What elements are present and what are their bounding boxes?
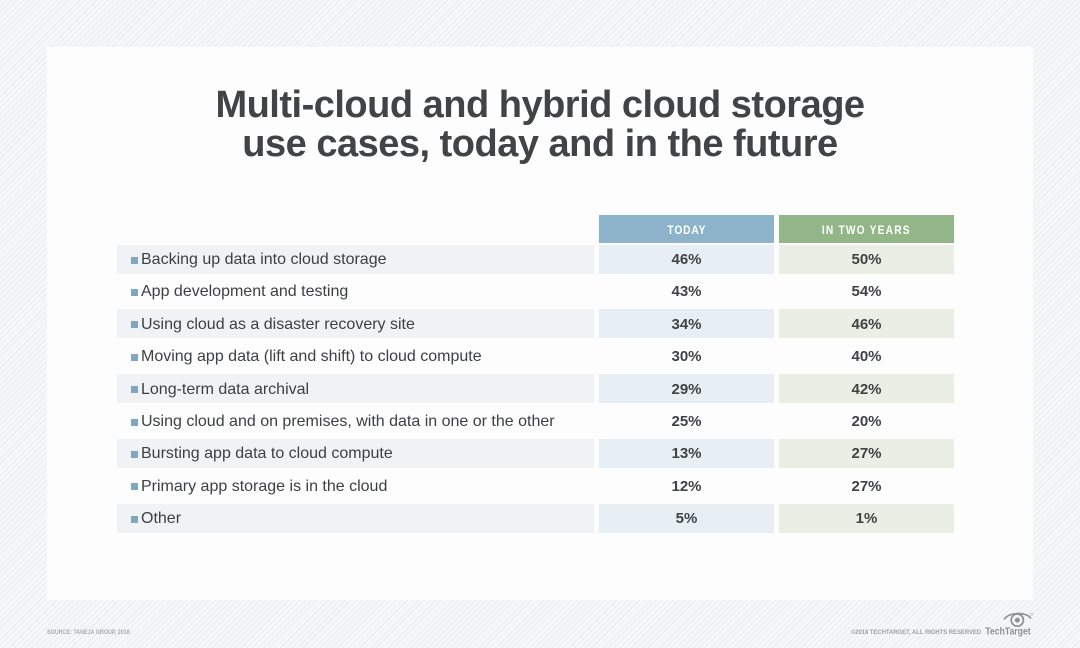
svg-text:TechTarget: TechTarget <box>985 626 1031 637</box>
